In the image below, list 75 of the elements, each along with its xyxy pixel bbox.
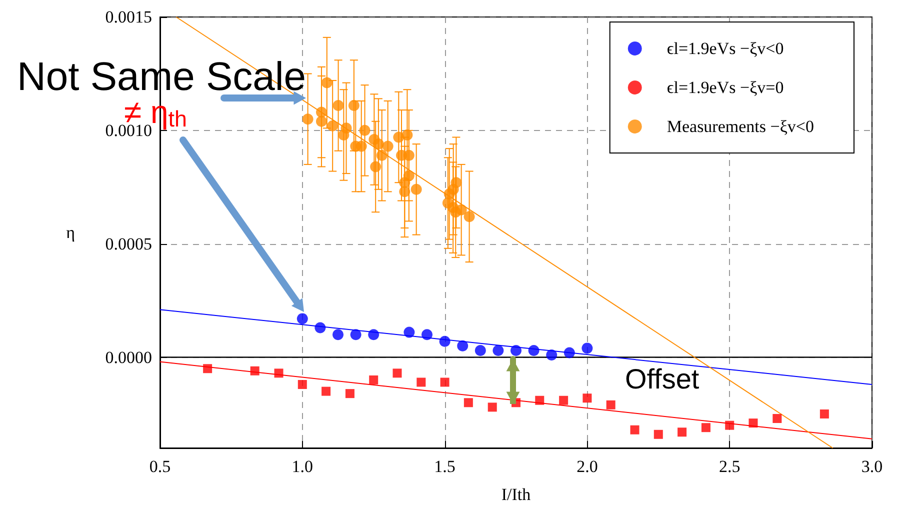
point <box>582 342 593 354</box>
point <box>422 329 432 340</box>
legend-label: ϵl=1.9eVs −ξv<0 <box>666 39 784 58</box>
point <box>464 398 473 408</box>
x-tick-label: 3.0 <box>861 457 883 476</box>
point <box>440 378 450 387</box>
point <box>528 344 540 356</box>
point <box>546 349 558 360</box>
point <box>369 375 378 384</box>
point <box>345 389 354 398</box>
point <box>359 124 370 136</box>
point <box>701 423 710 432</box>
point <box>630 425 640 434</box>
point <box>492 344 504 356</box>
point <box>314 322 326 334</box>
legend-label: Measurements −ξv<0 <box>666 117 814 136</box>
point <box>316 116 327 127</box>
point <box>456 204 467 216</box>
point <box>474 344 486 356</box>
point <box>416 378 426 387</box>
point <box>439 336 450 347</box>
point <box>582 394 592 403</box>
point <box>678 428 687 437</box>
point <box>654 430 663 439</box>
point <box>356 140 367 152</box>
point <box>725 420 734 430</box>
point <box>327 120 338 132</box>
point <box>820 409 829 418</box>
point <box>203 364 212 374</box>
point <box>322 386 331 396</box>
y-tick-label: 0.0015 <box>105 8 152 26</box>
point <box>404 326 415 338</box>
point <box>510 344 522 356</box>
point <box>748 418 758 428</box>
point <box>403 150 414 161</box>
point <box>464 211 475 222</box>
x-tick-label: 2.0 <box>576 457 598 476</box>
point <box>368 329 380 340</box>
point <box>296 313 308 324</box>
point <box>376 150 388 161</box>
point <box>274 368 284 378</box>
point <box>488 402 497 412</box>
point <box>250 366 260 376</box>
point <box>402 129 413 140</box>
x-tick-label: 0.5 <box>149 457 171 476</box>
point <box>457 340 468 352</box>
point <box>382 140 394 152</box>
point <box>332 100 344 111</box>
point <box>372 138 384 150</box>
point <box>606 400 616 410</box>
point <box>370 161 382 172</box>
point <box>298 380 307 389</box>
y-tick-label: 0.0005 <box>105 234 152 254</box>
y-tick-label: 0.0000 <box>105 348 152 367</box>
annotation: Offset <box>625 364 700 394</box>
point <box>564 347 575 358</box>
y-axis-title: η <box>66 223 75 242</box>
point <box>559 396 568 405</box>
point <box>321 77 332 88</box>
point <box>399 186 410 198</box>
point <box>392 368 402 378</box>
x-tick-label: 1.5 <box>434 457 456 476</box>
x-tick-label: 1.0 <box>292 457 314 476</box>
point <box>772 414 782 424</box>
point <box>350 329 362 340</box>
point <box>444 188 455 200</box>
legend-label: ϵl=1.9eVs −ξv=0 <box>666 78 784 97</box>
point <box>332 329 344 340</box>
point <box>535 396 544 405</box>
x-axis-title: I/Ith <box>501 485 532 504</box>
point <box>340 122 352 134</box>
x-tick-label: 2.5 <box>718 457 740 476</box>
point <box>316 106 327 118</box>
point <box>410 184 422 195</box>
point <box>302 114 314 125</box>
